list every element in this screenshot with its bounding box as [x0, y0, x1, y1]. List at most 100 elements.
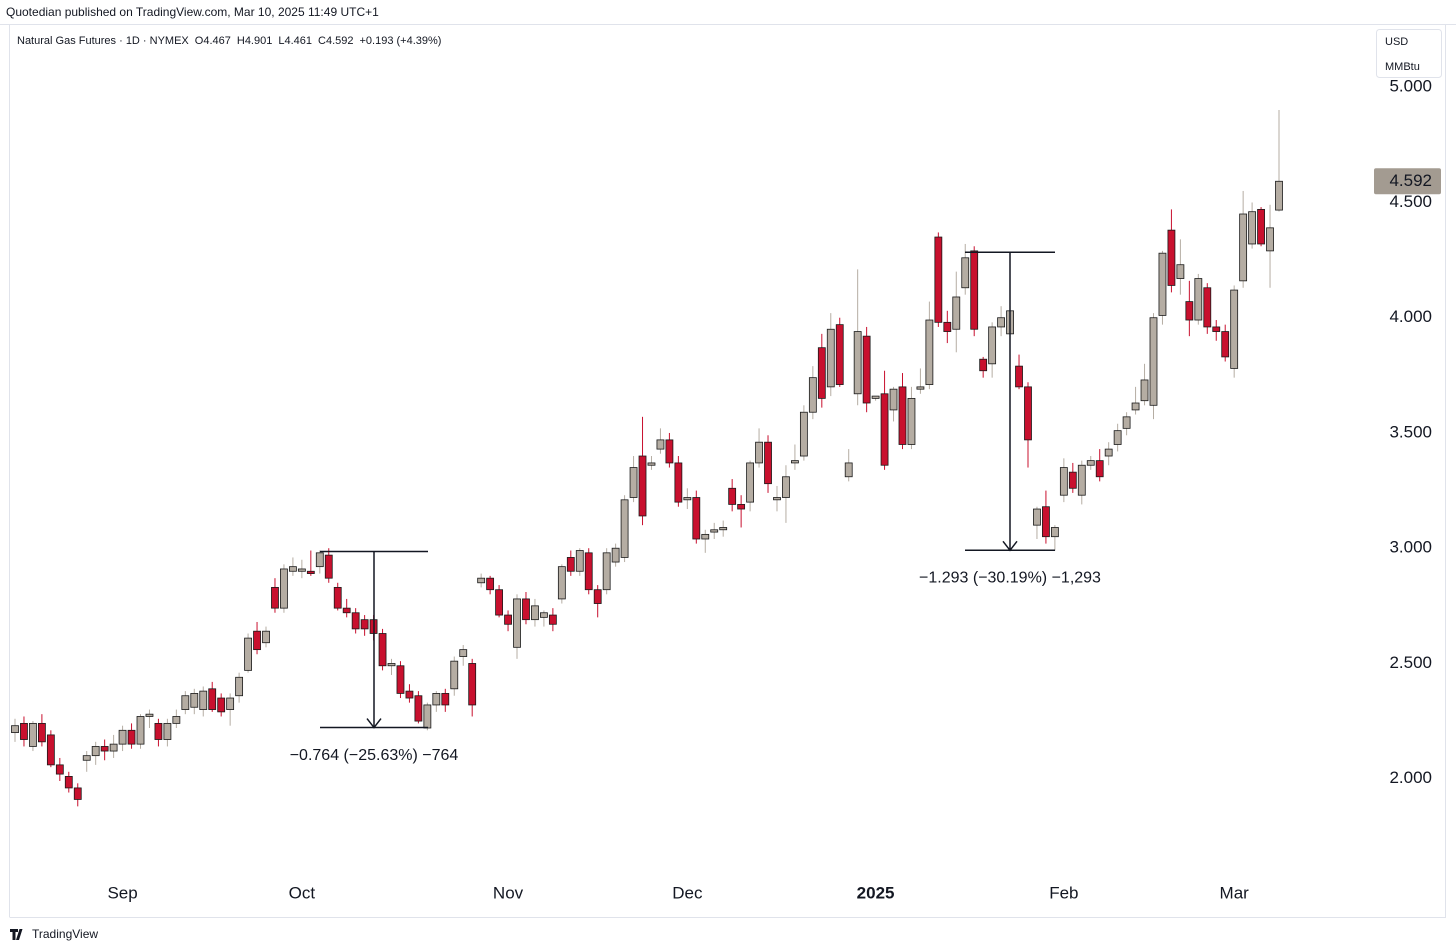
candle-body	[1122, 416, 1131, 429]
candle-body	[46, 734, 55, 766]
ohlc-high: H4.901	[237, 35, 272, 47]
x-tick-label: Dec	[672, 883, 703, 902]
candle-body	[450, 660, 459, 690]
candle-body	[1149, 317, 1158, 406]
candle-body	[997, 317, 1005, 328]
candle-body	[360, 619, 369, 630]
ohlc-low: L4.461	[278, 35, 312, 47]
candle-body	[342, 607, 351, 614]
candle-body	[602, 552, 611, 591]
last-price-label: 4.592	[1389, 171, 1432, 190]
candle-body	[835, 324, 844, 385]
y-tick-label: 2.000	[1389, 768, 1432, 787]
candle-body	[665, 439, 674, 464]
candle-body	[289, 566, 297, 572]
x-tick-label: Nov	[493, 883, 524, 902]
candle-body	[1131, 402, 1140, 411]
candle-body	[253, 630, 261, 651]
candle-body	[557, 566, 566, 600]
last-price-box	[1374, 168, 1441, 195]
candle-body	[584, 552, 593, 591]
candle-body	[961, 257, 970, 289]
candle-body	[1266, 227, 1274, 252]
candle-body	[1086, 460, 1095, 466]
candle-body	[593, 589, 602, 604]
ohlc-close: C4.592	[318, 35, 353, 47]
candle-body	[495, 589, 503, 616]
candle-body	[486, 577, 495, 591]
candle-body	[889, 388, 898, 411]
candle-body	[566, 557, 575, 572]
candle-body	[181, 695, 190, 710]
arrow-head	[366, 718, 382, 729]
candle-body	[64, 776, 73, 789]
candle-body	[988, 326, 997, 365]
candle-body	[1167, 229, 1176, 286]
candle-body	[934, 236, 943, 323]
candle-body	[199, 690, 208, 710]
currency-label: USD	[1385, 36, 1408, 48]
candle-body	[773, 497, 781, 501]
candle-body	[513, 598, 521, 648]
candle-body	[1203, 287, 1212, 328]
y-tick-label: 3.000	[1389, 538, 1432, 557]
candle-body	[540, 612, 548, 618]
candle-body	[208, 688, 217, 710]
candle-body	[11, 725, 19, 734]
candle-body	[692, 497, 701, 540]
candle-body	[799, 411, 808, 457]
candle-body	[782, 476, 790, 498]
candle-body	[764, 441, 772, 485]
candle-body	[1230, 289, 1239, 369]
y-tick-label: 4.000	[1389, 307, 1432, 326]
candle-body	[1176, 264, 1185, 279]
candle-body	[37, 722, 46, 743]
x-tick-label: 2025	[857, 883, 895, 902]
candle-body	[925, 319, 934, 385]
unit-box[interactable]	[1376, 29, 1442, 78]
y-tick-label: 4.500	[1389, 192, 1432, 211]
candle-body	[306, 570, 315, 574]
candle-body	[647, 462, 656, 466]
candle-body	[629, 467, 638, 498]
candle-body	[378, 633, 387, 667]
candle-body	[916, 386, 925, 390]
candle-body	[522, 598, 530, 621]
candle-body	[396, 665, 405, 694]
candle-body	[1248, 211, 1257, 245]
x-tick-label: Feb	[1049, 883, 1078, 902]
candle-body	[575, 550, 584, 572]
candle-body	[1068, 471, 1077, 489]
candle-body	[1024, 386, 1032, 441]
candle-body	[907, 397, 916, 445]
x-tick-label: Sep	[107, 883, 137, 902]
candle-body	[271, 586, 279, 609]
candle-body	[674, 462, 683, 503]
candle-body	[1095, 460, 1104, 478]
candle-body	[333, 586, 342, 609]
candle-body	[414, 695, 423, 722]
x-tick-label: Oct	[289, 883, 316, 902]
candle-body	[1221, 331, 1230, 358]
candle-body	[728, 487, 737, 505]
candle-body	[620, 499, 629, 558]
candle-body	[172, 716, 181, 724]
candle-body	[1194, 278, 1203, 321]
candle-body	[1140, 379, 1149, 402]
candle-body	[737, 504, 746, 510]
candle-body	[91, 746, 100, 757]
candle-body	[315, 552, 324, 568]
candle-body	[808, 377, 817, 413]
candle-body	[719, 527, 728, 531]
candle-body	[109, 743, 118, 752]
candle-body	[844, 462, 853, 478]
arrow-head	[1002, 540, 1018, 552]
candle-body	[826, 328, 835, 388]
candle-body	[862, 335, 871, 404]
candle-body	[970, 250, 979, 330]
candle-body	[1033, 508, 1041, 526]
x-tick-label: Mar	[1220, 883, 1250, 902]
candle-body	[262, 630, 270, 644]
candle-body	[468, 663, 477, 706]
